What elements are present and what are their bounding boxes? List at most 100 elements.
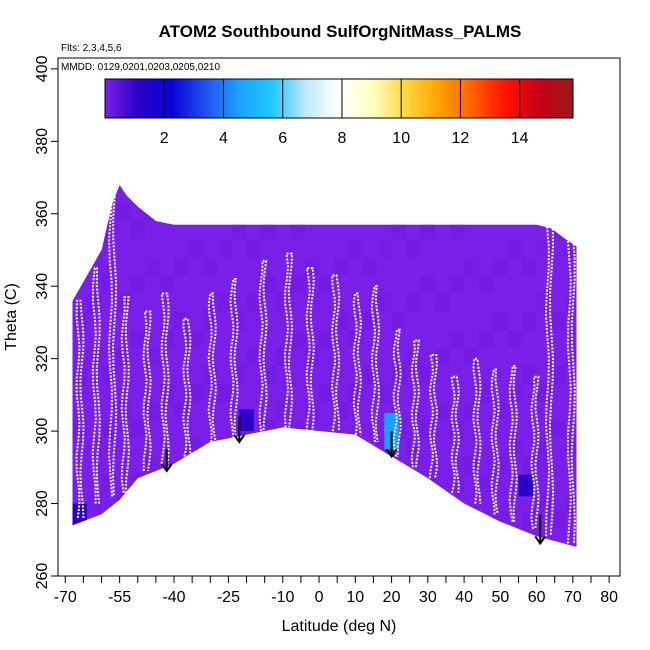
field-cell xyxy=(478,384,494,403)
field-cell xyxy=(246,347,262,366)
profile-trace xyxy=(258,259,268,435)
field-cell xyxy=(174,257,189,276)
x-tick-label: 50 xyxy=(491,589,509,606)
profile-trace xyxy=(107,194,118,497)
field-cell xyxy=(464,257,479,276)
field-cell xyxy=(232,311,247,330)
field-cell xyxy=(188,384,204,403)
field-cell xyxy=(406,293,421,312)
colorbar-tick-label: 8 xyxy=(338,130,347,147)
field-cell xyxy=(246,293,262,312)
y-tick-label: 280 xyxy=(34,490,51,517)
field-cell xyxy=(406,438,421,457)
profile-trace xyxy=(91,267,101,504)
field-cell xyxy=(232,365,247,385)
profile-trace xyxy=(283,252,294,428)
field-cell xyxy=(536,239,552,258)
field-cell xyxy=(377,293,392,312)
field-cell xyxy=(174,311,189,330)
field-cell xyxy=(145,257,160,276)
x-tick-label: -70 xyxy=(54,589,77,606)
colorbar-border xyxy=(104,78,574,119)
field-cell xyxy=(449,474,465,493)
x-tick-label: 30 xyxy=(419,589,437,606)
field-cell xyxy=(522,257,537,276)
field-cell xyxy=(232,221,247,240)
profile-trace xyxy=(428,354,439,479)
profile-trace xyxy=(508,364,518,522)
field-cell xyxy=(435,402,450,421)
field-cell xyxy=(188,239,204,258)
field-cell xyxy=(377,384,392,403)
field-cell xyxy=(159,275,175,294)
profile-trace xyxy=(207,292,217,443)
colorbar-swatch xyxy=(105,79,573,118)
arrow-head xyxy=(160,463,173,473)
field-cell xyxy=(130,275,146,294)
field-cell xyxy=(522,311,537,330)
field-cell xyxy=(435,293,450,312)
x-tick-label: 70 xyxy=(564,589,582,606)
field-cell xyxy=(87,492,102,511)
field-cell xyxy=(449,221,465,240)
profile-trace xyxy=(160,292,170,464)
field-cell xyxy=(217,239,233,258)
field-cell xyxy=(87,293,102,312)
field-cell xyxy=(101,474,117,493)
field-cell xyxy=(130,221,146,240)
colorbar-tick-label: 4 xyxy=(219,130,228,147)
x-tick-label: -25 xyxy=(217,589,240,606)
enhanced-patch xyxy=(72,503,88,526)
enhanced-patch xyxy=(239,409,254,432)
field-cell xyxy=(391,365,407,385)
field-cell xyxy=(406,239,421,258)
profile-trace xyxy=(305,267,315,432)
profile-trace xyxy=(370,285,381,443)
field-area xyxy=(72,184,577,548)
field-cell xyxy=(377,239,392,258)
field-cell xyxy=(522,456,537,475)
field-cell xyxy=(290,275,305,294)
colorbar-tick-label: 14 xyxy=(511,130,529,147)
profile-trace xyxy=(472,357,482,504)
field-cell xyxy=(333,257,349,276)
field-cell xyxy=(493,456,508,475)
arrow-head xyxy=(534,535,547,546)
x-tick-label: -40 xyxy=(162,589,185,606)
field-cell xyxy=(449,275,465,294)
profile-trace xyxy=(450,375,460,493)
field-cell xyxy=(420,420,436,439)
field-cell xyxy=(319,329,334,348)
field-cell xyxy=(72,365,88,385)
x-tick-label: 10 xyxy=(346,589,364,606)
field-cell xyxy=(130,329,146,348)
field-cell xyxy=(290,221,305,240)
field-cell xyxy=(507,239,523,258)
field-cell xyxy=(145,402,160,421)
x-axis-title: Latitude (deg N) xyxy=(282,618,397,635)
profile-trace xyxy=(566,234,576,544)
profile-trace xyxy=(120,296,130,493)
field-cell xyxy=(420,365,436,385)
y-tick-label: 400 xyxy=(34,55,51,82)
enhanced-patch xyxy=(286,402,301,424)
field-cell xyxy=(464,402,479,421)
profile-trace xyxy=(490,368,500,515)
field-cell xyxy=(435,347,450,366)
field-cell xyxy=(87,438,102,457)
profile-trace xyxy=(544,223,555,537)
field-cell xyxy=(304,257,320,276)
field-cell xyxy=(116,202,131,222)
profile-trace xyxy=(392,328,402,457)
field-cell xyxy=(203,311,218,330)
y-axis-title: Theta (C) xyxy=(3,283,20,351)
profile-trace xyxy=(182,317,192,457)
flights-label: Flts: 2,3,4,5,6 xyxy=(61,43,122,54)
profile-trace xyxy=(410,339,421,468)
field-cell xyxy=(536,384,552,403)
profile-trace xyxy=(75,299,85,519)
y-tick-label: 300 xyxy=(34,418,51,445)
field-cell xyxy=(333,402,349,421)
field-cell xyxy=(362,257,378,276)
field-cell xyxy=(522,510,537,529)
